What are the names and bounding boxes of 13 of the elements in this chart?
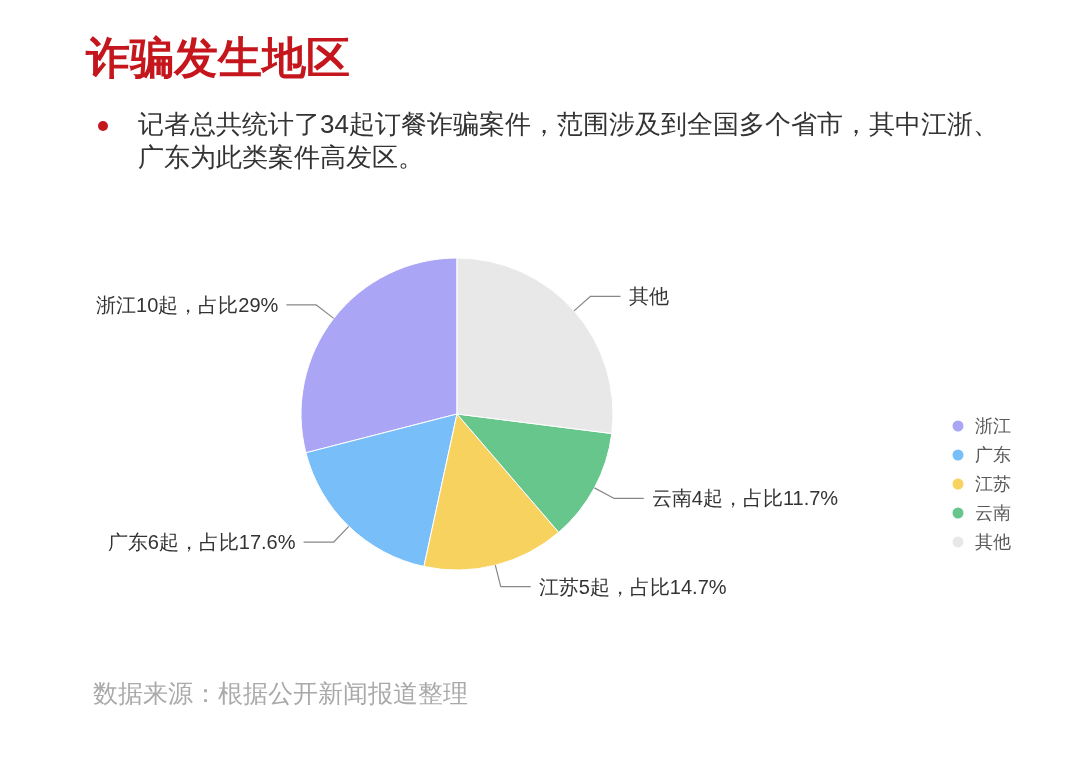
data-label: 江苏5起，占比14.7% <box>538 575 727 598</box>
legend-label: 浙江 <box>975 416 1011 436</box>
data-label: 其他 <box>628 285 669 308</box>
source-note: 数据来源：根据公开新闻报道整理 <box>93 678 468 709</box>
data-label: 云南4起，占比11.7% <box>651 487 839 510</box>
data-label: 广东6起，占比17.6% <box>107 531 296 554</box>
legend-label: 云南 <box>975 503 1011 523</box>
chart-title: 诈骗发生地区 <box>86 32 350 84</box>
data-label: 浙江10起，占比29% <box>96 293 279 316</box>
legend-label: 江苏 <box>975 474 1011 494</box>
legend-label: 广东 <box>975 445 1011 465</box>
chart-subtitle: 记者总共统计了34起订餐诈骗案件，范围涉及到全国多个省市，其中江浙、广东为此类案件高发区。 <box>138 108 1000 174</box>
legend-label: 其他 <box>975 532 1011 552</box>
